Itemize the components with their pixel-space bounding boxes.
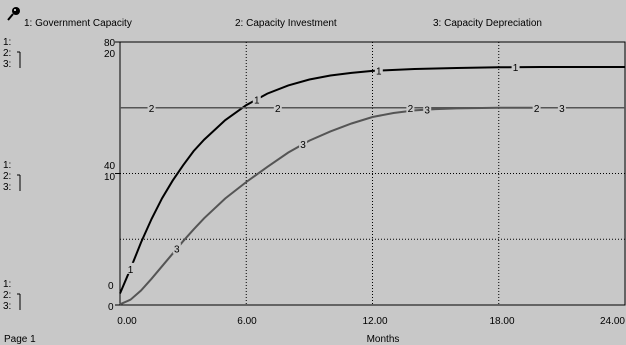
series-marker-bg-2-3 bbox=[532, 101, 541, 113]
series-marker-1-1: 1 bbox=[254, 95, 260, 106]
series-marker-1-3: 1 bbox=[513, 63, 519, 74]
series-marker-bg-3-0 bbox=[172, 242, 181, 254]
ytick-s2-top: 20 bbox=[104, 49, 116, 60]
series-marker-bg-3-2 bbox=[423, 103, 432, 115]
header-series-3-label: 3: Capacity Depreciation bbox=[433, 18, 542, 29]
xtick-3: 18.00 bbox=[489, 316, 514, 327]
axis-marker-bot-2: 2: bbox=[3, 290, 11, 301]
ytick-s2-mid: 10 bbox=[104, 172, 116, 183]
axis-marker-mid-1: 1: bbox=[3, 160, 11, 171]
series-marker-3-1: 3 bbox=[300, 140, 306, 151]
page-label[interactable]: Page 1 bbox=[4, 334, 36, 345]
axis-marker-bot-3: 3: bbox=[3, 301, 11, 312]
axis-marker-bot-1: 1: bbox=[3, 279, 11, 290]
series-marker-3-2: 3 bbox=[424, 106, 430, 117]
series-marker-bg-1-2 bbox=[374, 64, 383, 76]
series-marker-3-3: 3 bbox=[559, 104, 565, 115]
series-marker-1-2: 1 bbox=[376, 67, 382, 78]
series-marker-bg-1-0 bbox=[126, 262, 135, 274]
x-axis-label: Months bbox=[367, 334, 400, 345]
series-marker-bg-3-1 bbox=[299, 138, 308, 150]
series-marker-bg-2-2 bbox=[406, 101, 415, 113]
axis-marker-top-3: 3: bbox=[3, 59, 11, 70]
ytick-s1-mid: 40 bbox=[104, 161, 116, 172]
axis-marker-mid-2: 2: bbox=[3, 171, 11, 182]
chart-header-band bbox=[0, 0, 626, 32]
pin-icon[interactable] bbox=[7, 7, 20, 21]
axis-marker-mid-3: 3: bbox=[3, 182, 11, 193]
xtick-4: 24.00 bbox=[600, 316, 625, 327]
ytick-s2-bot: 0 bbox=[108, 302, 114, 313]
series-marker-bg-2-1 bbox=[273, 101, 282, 113]
series-marker-2-1: 2 bbox=[275, 104, 281, 115]
axis-marker-top-1: 1: bbox=[3, 37, 11, 48]
series-marker-bg-2-0 bbox=[147, 101, 156, 113]
series-marker-bg-3-3 bbox=[557, 101, 566, 113]
series-marker-2-3: 2 bbox=[534, 104, 540, 115]
ytick-s1-bot: 0 bbox=[108, 281, 114, 292]
series-marker-bg-1-1 bbox=[252, 93, 261, 105]
series-marker-2-2: 2 bbox=[408, 104, 414, 115]
xtick-1: 6.00 bbox=[237, 316, 257, 327]
series-line-3 bbox=[119, 106, 541, 306]
series-marker-1-0: 1 bbox=[128, 265, 134, 276]
ytick-s1-top: 80 bbox=[104, 38, 116, 49]
header-series-2-label: 2: Capacity Investment bbox=[235, 18, 337, 29]
series-marker-3-0: 3 bbox=[174, 245, 180, 256]
axis-marker-top-2: 2: bbox=[3, 48, 11, 59]
series-marker-2-0: 2 bbox=[149, 104, 155, 115]
series-marker-bg-1-3 bbox=[511, 61, 520, 73]
header-series-1-label: 1: Government Capacity bbox=[24, 18, 132, 29]
xtick-0: 0.00 bbox=[117, 316, 137, 327]
xtick-2: 12.00 bbox=[362, 316, 387, 327]
